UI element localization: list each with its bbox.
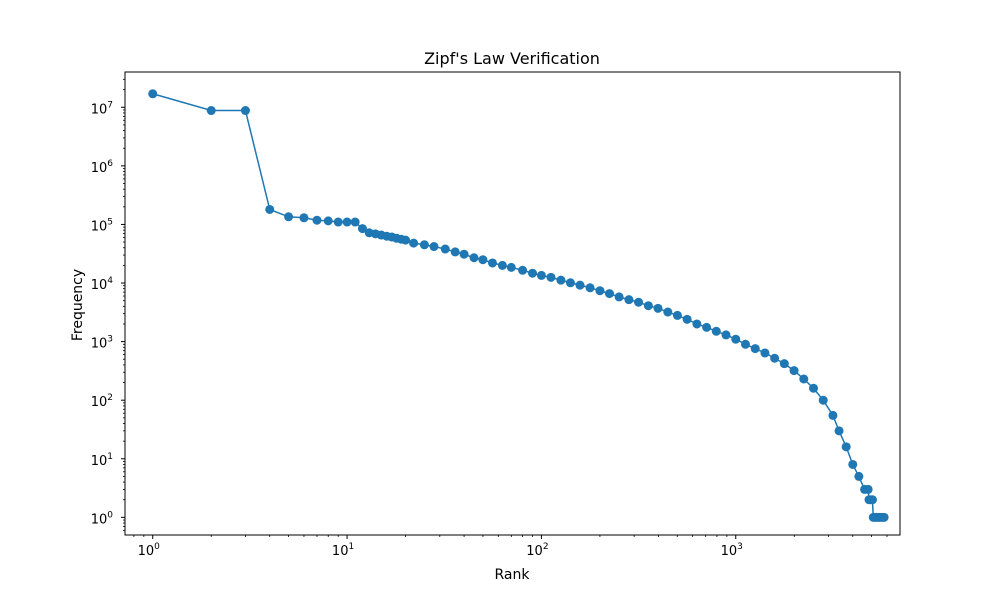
data-point (663, 307, 673, 317)
data-point (312, 215, 322, 225)
data-point (682, 314, 692, 324)
x-tick-exponent: 2 (543, 542, 549, 552)
data-point (653, 303, 663, 313)
y-axis-label: Frequency (70, 269, 86, 341)
data-point (760, 348, 770, 358)
data-point (585, 283, 595, 293)
y-tick-exponent: 1 (107, 452, 113, 462)
data-point (323, 216, 333, 226)
data-point (342, 217, 352, 227)
data-point (672, 310, 682, 320)
data-point (565, 278, 575, 288)
data-point (721, 330, 731, 340)
data-point (478, 255, 488, 265)
x-axis-label: Rank (495, 567, 531, 583)
data-point (779, 359, 789, 369)
data-point (614, 292, 624, 302)
data-point (240, 106, 250, 116)
data-point (731, 334, 741, 344)
y-tick-exponent: 0 (107, 510, 113, 520)
chart-title: Zipf's Law Verification (424, 49, 600, 68)
data-point (284, 212, 294, 222)
data-point (265, 204, 275, 214)
data-point (459, 249, 469, 259)
data-point (357, 224, 367, 234)
data-point (409, 238, 419, 248)
data-point (770, 353, 780, 363)
data-point (834, 426, 844, 436)
data-point (575, 280, 585, 290)
data-point (401, 235, 411, 245)
data-point (469, 253, 479, 263)
data-point (863, 484, 873, 494)
data-point (711, 326, 721, 336)
data-point (841, 442, 851, 452)
data-point (879, 512, 889, 522)
data-point (789, 366, 799, 376)
x-tick-exponent: 0 (154, 542, 160, 552)
data-point (702, 322, 712, 332)
data-point (828, 410, 838, 420)
data-point (419, 240, 429, 250)
data-point (148, 89, 158, 99)
data-point (506, 262, 516, 272)
data-point (546, 272, 556, 282)
data-point (333, 217, 343, 227)
data-point (487, 258, 497, 268)
plot-frame (124, 71, 901, 536)
data-point (692, 319, 702, 329)
y-tick-exponent: 7 (107, 100, 113, 110)
data-point (604, 289, 614, 299)
y-tick-exponent: 6 (107, 159, 113, 169)
data-series (148, 89, 889, 522)
data-point (799, 374, 809, 384)
x-tick-exponent: 1 (348, 542, 354, 552)
data-point (848, 459, 858, 469)
data-point (518, 265, 528, 275)
data-point (450, 247, 460, 257)
data-point (867, 495, 877, 505)
data-point (528, 268, 538, 278)
data-point (854, 471, 864, 481)
data-point (440, 244, 450, 254)
y-tick-exponent: 3 (107, 335, 113, 345)
data-point (429, 242, 439, 252)
data-point (299, 213, 309, 223)
data-point (634, 297, 644, 307)
data-point (818, 395, 828, 405)
x-tick-exponent: 3 (737, 542, 743, 552)
data-point (497, 260, 507, 270)
data-point (595, 286, 605, 296)
data-point (750, 344, 760, 354)
data-point (740, 339, 750, 349)
y-tick-exponent: 2 (107, 393, 113, 403)
data-point (643, 301, 653, 311)
data-point (206, 106, 216, 116)
data-point (350, 217, 360, 227)
y-tick-exponent: 5 (107, 217, 113, 227)
data-point (624, 295, 634, 305)
data-point (809, 383, 818, 393)
data-point (536, 270, 546, 280)
data-point (556, 275, 566, 285)
y-tick-exponent: 4 (107, 276, 113, 286)
